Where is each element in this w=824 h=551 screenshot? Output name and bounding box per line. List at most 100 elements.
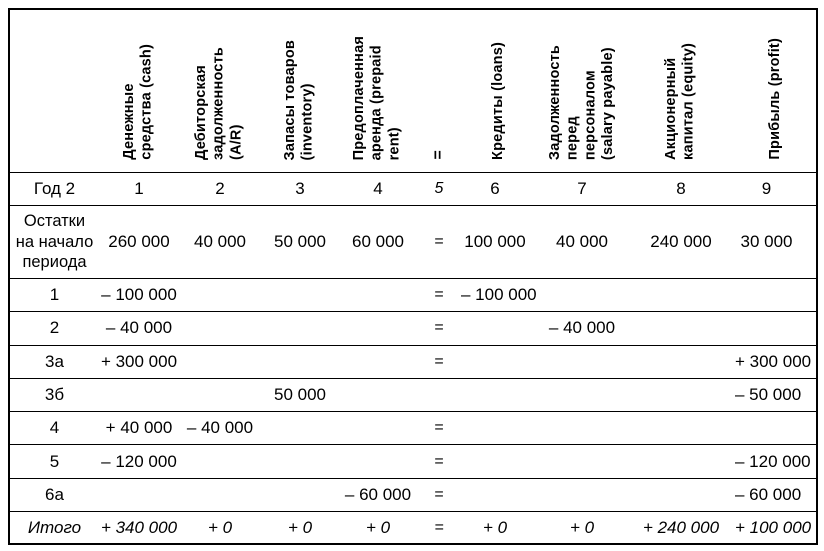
equals-sign: =	[417, 345, 461, 379]
transaction-value-profit: – 60 000	[735, 478, 817, 513]
equals-sign: =	[417, 311, 461, 346]
transaction-number: 6а	[9, 478, 99, 513]
transaction-value-cash: – 40 000	[99, 311, 179, 346]
transaction-number: 3а	[9, 345, 99, 379]
transaction-value-profit: – 120 000	[735, 444, 817, 479]
transaction-value-salary-payable	[537, 378, 627, 413]
opening-balances-row: Остатки на начало периода 260 000 40 000…	[9, 205, 817, 279]
transaction-value-equity	[627, 345, 735, 379]
transaction-value-salary-payable	[537, 278, 627, 313]
transaction-value-profit: – 50 000	[735, 378, 817, 413]
transaction-value-loans	[461, 345, 537, 379]
opening-balance-profit: 30 000	[735, 205, 817, 279]
transaction-value-inventory	[261, 444, 339, 479]
opening-balance-salary-payable: 40 000	[537, 205, 627, 279]
total-value-prepaid-rent: + 0	[365, 517, 391, 537]
transaction-value-salary-payable	[537, 345, 627, 379]
transaction-value-cash: + 300 000	[99, 345, 179, 379]
header-spacer	[9, 9, 99, 174]
transaction-value-accounts-receivable	[179, 311, 261, 346]
opening-balance-cash: 260 000	[99, 205, 179, 279]
transaction-value-accounts-receivable	[179, 278, 261, 313]
total-value-equity: + 240 000	[642, 517, 720, 537]
column-number-5: 5	[417, 172, 461, 207]
column-number-8: 8	[627, 172, 735, 207]
equals-sign: =	[434, 518, 444, 536]
transaction-value-inventory: 50 000	[261, 378, 339, 413]
transaction-number: 2	[9, 311, 99, 346]
total-label: Итого	[27, 517, 82, 537]
transaction-row-4: 4 + 40 000 – 40 000 =	[9, 411, 817, 446]
column-header-cash: Денежные средства (cash)	[99, 9, 179, 174]
equals-sign: =	[417, 478, 461, 513]
column-header-equity-label: Акционерный капитал (equity)	[663, 43, 697, 161]
column-header-loans: Кредиты (loans)	[461, 9, 537, 174]
total-value-profit: + 100 000	[735, 517, 812, 537]
column-number-2: 2	[179, 172, 261, 207]
transaction-value-profit	[735, 411, 817, 446]
transaction-value-equity	[627, 411, 735, 446]
equals-sign: =	[417, 411, 461, 446]
transaction-value-prepaid-rent	[339, 345, 417, 379]
transaction-row-6a: 6а – 60 000 = – 60 000	[9, 478, 817, 513]
column-number-3: 3	[261, 172, 339, 207]
column-header-prepaid-rent-label: Предоплаченная аренда (prepaid rent)	[351, 35, 403, 161]
transaction-value-inventory	[261, 278, 339, 313]
transaction-value-loans	[461, 378, 537, 413]
total-row: Итого + 340 000 + 0 + 0 + 0 = + 0 + 0 + …	[9, 512, 817, 544]
transaction-value-salary-payable	[537, 478, 627, 513]
column-header-salary-payable-label: Задолженность перед персоналом (salary p…	[546, 44, 616, 161]
equals-cell-empty	[417, 378, 461, 413]
column-header-row: Денежные средства (cash) Дебиторская зад…	[9, 9, 817, 174]
transaction-value-salary-payable	[537, 444, 627, 479]
column-number-1: 1	[99, 172, 179, 207]
transaction-value-equity	[627, 378, 735, 413]
transaction-value-prepaid-rent: – 60 000	[339, 478, 417, 513]
transaction-value-accounts-receivable	[179, 378, 261, 413]
column-header-profit-label: Прибыль (profit)	[766, 38, 783, 161]
transaction-value-loans	[461, 444, 537, 479]
transaction-value-profit	[735, 278, 817, 313]
total-value-salary-payable: + 0	[569, 517, 595, 537]
equals-sign: =	[417, 278, 461, 313]
transaction-value-prepaid-rent	[339, 411, 417, 446]
opening-balance-loans: 100 000	[461, 205, 537, 279]
equals-sign-rotated: =	[430, 150, 448, 161]
equals-sign: =	[417, 444, 461, 479]
opening-balance-accounts-receivable: 40 000	[179, 205, 261, 279]
column-number-9: 9	[735, 172, 817, 207]
column-number-6: 6	[461, 172, 537, 207]
column-header-inventory-label: Запасы товаров (inventory)	[282, 39, 316, 161]
transaction-value-inventory	[261, 478, 339, 513]
column-number-4: 4	[339, 172, 417, 207]
column-header-cash-label: Денежные средства (cash)	[121, 44, 155, 161]
opening-balance-equity: 240 000	[627, 205, 735, 279]
transaction-value-loans	[461, 311, 537, 346]
column-header-equity: Акционерный капитал (equity)	[627, 9, 735, 174]
transaction-value-salary-payable: – 40 000	[537, 311, 627, 346]
transaction-value-equity	[627, 478, 735, 513]
total-value-accounts-receivable: + 0	[207, 517, 233, 537]
column-header-equals: =	[417, 9, 461, 174]
transaction-number: 4	[9, 411, 99, 446]
transaction-row-3b: 3б 50 000 – 50 000	[9, 378, 817, 413]
transaction-row-5: 5 – 120 000 = – 120 000	[9, 444, 817, 479]
transaction-value-cash: – 120 000	[99, 444, 179, 479]
transaction-value-accounts-receivable: – 40 000	[179, 411, 261, 446]
transaction-value-accounts-receivable	[179, 478, 261, 513]
transaction-value-equity	[627, 444, 735, 479]
transaction-value-prepaid-rent	[339, 278, 417, 313]
total-value-loans: + 0	[482, 517, 508, 537]
column-header-salary-payable: Задолженность перед персоналом (salary p…	[537, 9, 627, 174]
total-value-inventory: + 0	[287, 517, 313, 537]
column-header-profit: Прибыль (profit)	[735, 9, 817, 174]
transaction-number: 1	[9, 278, 99, 313]
column-header-inventory: Запасы товаров (inventory)	[261, 9, 339, 174]
transaction-value-prepaid-rent	[339, 444, 417, 479]
transaction-value-accounts-receivable	[179, 444, 261, 479]
transaction-value-inventory	[261, 345, 339, 379]
total-value-cash: + 340 000	[100, 517, 178, 537]
year-label: Год 2	[9, 172, 99, 207]
opening-balances-label: Остатки на начало периода	[9, 205, 99, 279]
